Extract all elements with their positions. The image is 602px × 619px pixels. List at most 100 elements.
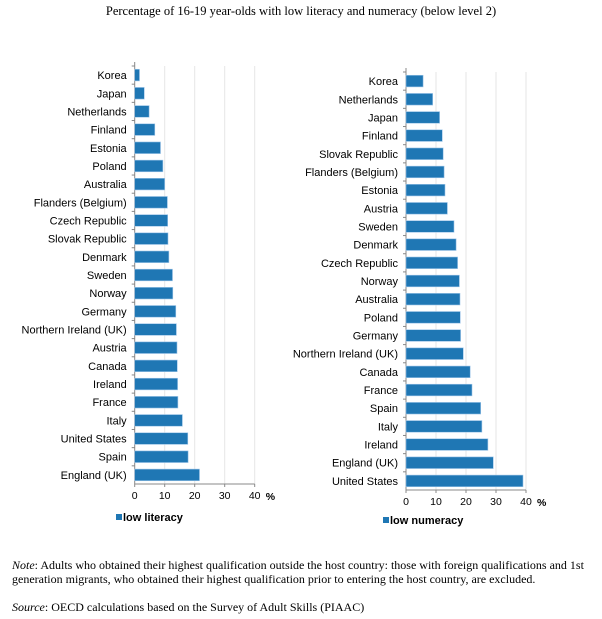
bar-estonia [134,141,161,154]
bar-italy [134,414,183,427]
category-label: Italy [378,421,399,433]
category-label: England (UK) [61,470,127,482]
bar-australia [405,293,461,306]
category-label: Finland [91,125,127,137]
bar-flanders-belgium- [405,165,445,179]
category-label: Flanders (Belgium) [34,197,127,209]
note-label: Note [12,558,35,572]
bar-canada [405,365,471,378]
category-label: Ireland [364,440,398,452]
bar-northern-ireland-uk- [405,347,464,360]
x-tick-label: 0 [132,490,138,502]
bar-norway [405,274,460,288]
category-label: Australia [355,294,399,306]
x-tick-label: 20 [189,490,201,502]
bar-finland [134,123,156,136]
category-label: Norway [89,288,127,300]
category-label: Italy [107,415,128,427]
x-tick-label: 30 [490,496,502,508]
source-text: : OECD calculations based on the Survey … [44,600,365,614]
category-label: Czech Republic [321,258,399,270]
category-label: Northern Ireland (UK) [22,325,127,337]
source: Source: OECD calculations based on the S… [12,600,364,615]
category-label: Flanders (Belgium) [305,167,398,179]
bar-northern-ireland-uk- [134,323,177,336]
category-label: Ireland [93,379,127,391]
bar-germany [134,305,177,318]
bar-denmark [134,250,170,263]
category-label: Germany [353,331,399,343]
category-label: Sweden [87,270,127,282]
bar-england-uk- [134,468,200,482]
category-label: United States [332,476,399,488]
bar-germany [405,329,461,342]
category-label: Canada [359,367,398,379]
chart-title: Percentage of 16-19 year-olds with low l… [105,4,497,18]
category-label: Northern Ireland (UK) [293,349,398,361]
x-tick-label: 0 [403,496,409,508]
x-tick-label: 10 [430,496,442,508]
category-label: England (UK) [332,458,398,470]
category-label: Finland [362,131,398,143]
category-label: Australia [84,179,128,191]
bar-poland [134,159,164,173]
bar-spain [405,402,481,415]
bar-england-uk- [405,456,494,469]
bar-italy [405,420,483,433]
category-label: Spain [370,403,398,415]
legend-swatch [116,514,122,520]
note: Note: Adults who obtained their highest … [12,558,592,586]
legend-label: low numeracy [390,515,464,527]
bar-canada [134,359,178,372]
bar-slovak-republic [134,232,169,245]
category-label: United States [61,434,128,446]
category-label: France [364,385,398,397]
category-label: Austria [92,343,127,355]
category-label: France [92,397,126,409]
category-label: Estonia [90,143,128,155]
bar-france [134,396,179,409]
bar-united-states [405,474,524,488]
bar-united-states [134,432,189,445]
x-tick-label: 40 [520,496,532,508]
source-label: Source [12,600,45,614]
bar-austria [134,341,178,354]
category-label: Japan [368,112,398,124]
category-label: Poland [364,312,398,324]
legend-swatch [383,517,389,523]
bar-ireland [134,377,178,391]
category-label: Japan [97,88,127,100]
bar-australia [134,178,165,191]
category-label: Estonia [361,185,399,197]
category-label: Czech Republic [50,215,128,227]
category-label: Korea [369,76,399,88]
category-label: Sweden [358,221,398,233]
category-label: Netherlands [67,106,127,118]
category-label: Korea [97,70,127,82]
category-label: Austria [364,203,399,215]
bar-japan [405,111,440,124]
bar-poland [405,311,461,324]
category-label: Netherlands [339,94,399,106]
bar-france [405,383,473,397]
bar-estonia [405,184,446,197]
category-label: Spain [99,452,127,464]
bar-sweden [134,268,173,282]
x-unit: % [266,491,276,503]
category-label: Poland [92,161,126,173]
bar-korea [405,74,424,88]
bar-japan [134,87,145,100]
x-tick-label: 20 [460,496,472,508]
category-label: Denmark [353,240,398,252]
note-text: : Adults who obtained their highest qual… [12,558,584,586]
bar-denmark [405,238,457,251]
legend-label: low literacy [123,512,184,524]
bar-finland [405,129,443,142]
bar-netherlands [134,105,150,118]
x-unit: % [537,497,547,509]
bar-norway [134,287,174,300]
bar-sweden [405,220,455,233]
bar-netherlands [405,93,434,106]
category-label: Norway [361,276,399,288]
